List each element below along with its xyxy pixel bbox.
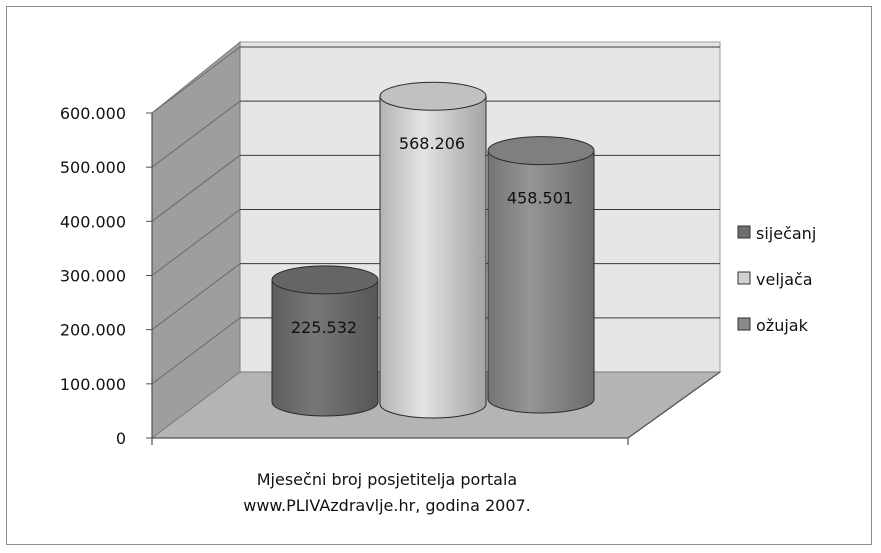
legend: siječanj veljača ožujak [737, 224, 816, 335]
bar-body [487, 150, 595, 414]
bar-top [487, 136, 595, 166]
y-tick-label: 500.000 [60, 158, 126, 177]
y-tick-label: 200.000 [60, 321, 126, 340]
bar-3 [487, 136, 595, 414]
floor-edge [627, 371, 721, 439]
side-wall [151, 40, 241, 439]
y-tick-label: 300.000 [60, 267, 126, 286]
bar-top [379, 81, 487, 111]
gridline-side [151, 154, 241, 222]
legend-label: ožujak [756, 316, 809, 335]
bar-body [379, 95, 487, 419]
bar-top [271, 265, 379, 295]
y-tick-label: 400.000 [60, 212, 126, 231]
y-tick-label: 100.000 [60, 375, 126, 394]
y-tick-label: 0 [116, 429, 126, 448]
legend-label: siječanj [756, 224, 816, 243]
x-category-label-line: Mjesečni broj posjetitelja portala [257, 470, 517, 489]
legend-swatch [737, 225, 751, 239]
bar-body [271, 279, 379, 417]
bars [271, 81, 595, 419]
data-label: 225.532 [291, 318, 357, 337]
x-category-label-line: www.PLIVAzdravlje.hr, godina 2007. [243, 496, 531, 515]
legend-swatch [737, 317, 751, 331]
gridline-side [151, 263, 241, 331]
data-label: 458.501 [507, 189, 573, 208]
legend-label: veljača [756, 270, 813, 289]
x-category-label: Mjesečni broj posjetitelja portala www.PL… [243, 470, 531, 515]
y-tick-label: 600.000 [60, 104, 126, 123]
gridline-side [151, 100, 241, 168]
bar-2 [379, 81, 487, 419]
data-label: 568.206 [399, 134, 465, 153]
legend-swatch [737, 271, 751, 285]
gridline-side [151, 209, 241, 276]
data-labels: 225.532 568.206 458.501 [291, 134, 573, 337]
gridline-side [151, 317, 241, 385]
gridline-side [151, 46, 241, 114]
bar-1 [271, 265, 379, 417]
y-tick-labels: 0 100.000 200.000 300.000 400.000 500.000 600.… [60, 104, 152, 448]
